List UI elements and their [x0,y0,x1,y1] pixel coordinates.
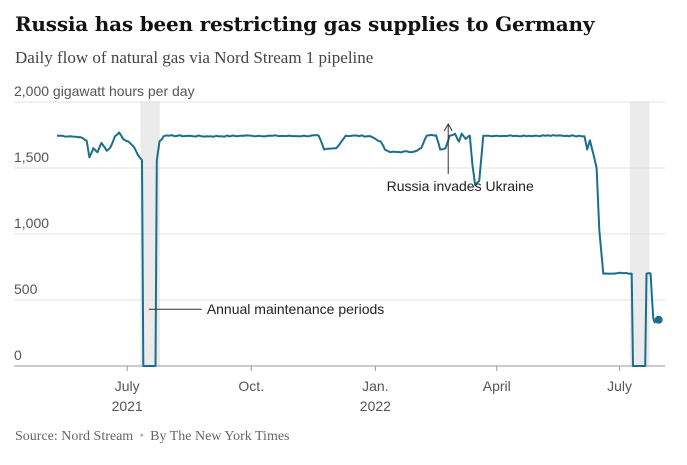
source-line: Source: Nord Stream • By The New York Time… [15,429,290,445]
x-tick-label: July [115,378,140,394]
byline-text: By The New York Times [150,429,290,444]
y-tick-label: 500 [14,281,38,297]
y-tick-label: 1,000 [14,215,49,231]
x-tick-label: April [483,378,511,394]
y-tick-label: 0 [14,347,22,363]
x-tick-label: Oct. [238,378,264,394]
x-tick-label: July [607,378,632,394]
separator-dot: • [139,429,145,444]
y-tick-label: 1,500 [14,149,49,165]
x-tick-year-label: 2022 [360,398,391,414]
gas-flow-chart: 0 500 1,000 1,500 2,000 gigawatt hours per d… [14,83,665,414]
latest-value-dot [654,315,663,324]
invasion-annotation-label: Russia invades Ukraine [387,178,534,194]
chart-subtitle: Daily flow of natural gas via Nord Strea… [15,48,374,67]
maintenance-annotation-label: Annual maintenance periods [207,301,384,317]
x-tick-label: Jan. [362,378,388,394]
x-tick-year-label: 2021 [112,398,143,414]
gas-flow-line [56,131,660,367]
chart-title: Russia has been restricting gas supplies… [15,12,595,36]
y-tick-label: 2,000 gigawatt hours per day [14,83,195,99]
invasion-annotation-arrowhead [443,122,453,132]
source-text: Source: Nord Stream [15,429,134,444]
